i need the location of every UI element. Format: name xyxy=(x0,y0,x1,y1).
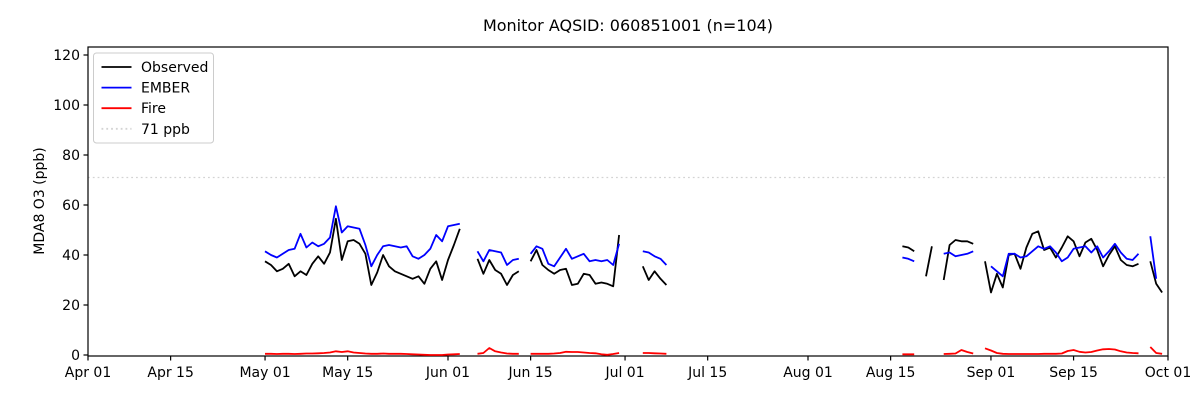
y-tick-label: 0 xyxy=(71,348,80,364)
y-tick-label: 80 xyxy=(62,148,80,164)
chart-title: Monitor AQSID: 060851001 (n=104) xyxy=(483,16,773,35)
x-tick-label: Aug 01 xyxy=(783,365,833,381)
plot-area: Apr 01 Apr 15 May 01 May 15 Jun 01 Jun 15 Jul … xyxy=(53,46,1191,381)
legend-entry-label: 71 ppb xyxy=(141,122,190,138)
x-tick-label: May 15 xyxy=(322,365,373,381)
ember-line xyxy=(264,205,1158,279)
legend: Observed EMBER Fire 71 ppb xyxy=(93,52,214,144)
legend-entry-label: Observed xyxy=(141,60,208,76)
y-axis-label: MDA8 O3 (ppb) xyxy=(32,147,48,255)
x-tick-label: Jun 15 xyxy=(508,365,553,381)
legend-entry-label: EMBER xyxy=(141,81,190,97)
x-tick-label: Jun 01 xyxy=(425,365,470,381)
y-tick-label: 120 xyxy=(53,48,80,64)
legend-entry-label: Fire xyxy=(141,101,166,117)
y-tick-label: 100 xyxy=(53,98,80,114)
y-tick-label: 20 xyxy=(62,298,80,314)
x-tick-label: Apr 15 xyxy=(147,365,193,381)
x-tick-label: Jul 01 xyxy=(604,365,644,381)
legend-box xyxy=(93,52,214,144)
x-tick-label: Oct 01 xyxy=(1145,365,1191,381)
x-tick-label: Aug 15 xyxy=(866,365,916,381)
observed-line xyxy=(264,217,1163,294)
x-tick-label: Sep 01 xyxy=(967,365,1016,381)
y-tick-label: 40 xyxy=(62,248,80,264)
x-tick-label: Jul 15 xyxy=(687,365,727,381)
x-tick-label: May 01 xyxy=(239,365,290,381)
x-tick-label: Sep 15 xyxy=(1049,365,1098,381)
fire-line xyxy=(265,346,1163,356)
axes-box xyxy=(87,46,1169,357)
y-tick-label: 60 xyxy=(62,198,80,214)
x-tick-label: Apr 01 xyxy=(65,365,111,381)
